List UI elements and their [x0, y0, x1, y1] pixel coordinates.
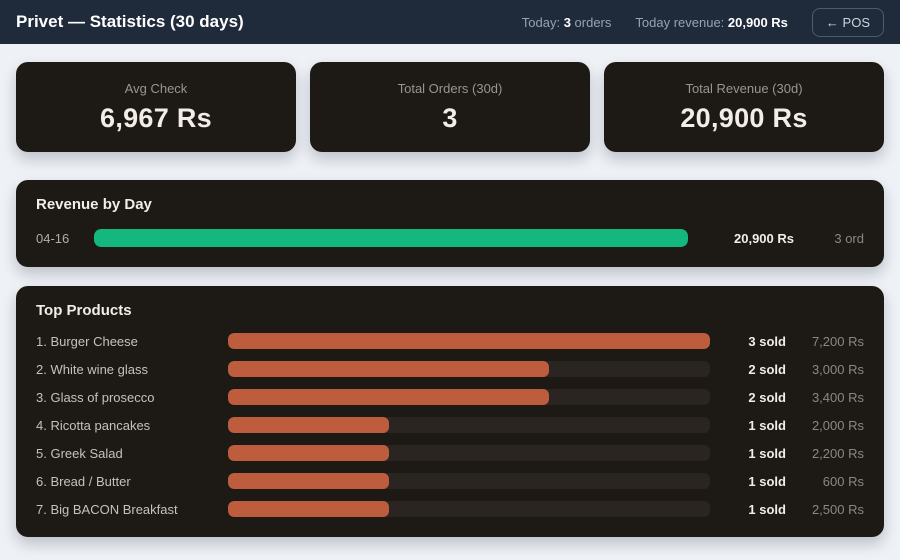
stat-card-avg-check: Avg Check 6,967 Rs	[16, 62, 296, 152]
stat-card-total-orders: Total Orders (30d) 3	[310, 62, 590, 152]
product-bar-track	[228, 333, 710, 349]
today-orders-label: Today:	[521, 14, 561, 30]
stat-card-total-revenue: Total Revenue (30d) 20,900 Rs	[604, 62, 884, 152]
product-bar-fill	[228, 417, 389, 433]
product-row-name: 7. Big BACON Breakfast	[36, 501, 178, 517]
revenue-row-date: 04-16	[36, 230, 70, 246]
top-bar: Privet — Statistics (30 days) Today: 3 o…	[0, 0, 900, 44]
product-row-revenue: 600 Rs	[822, 473, 864, 489]
today-orders-value: 3	[563, 14, 571, 30]
revenue-bar-track	[94, 229, 688, 247]
product-row-revenue: 3,000 Rs	[811, 361, 864, 377]
stat-card-value: 20,900 Rs	[680, 102, 808, 133]
product-bar-fill	[228, 361, 550, 377]
product-row-sold: 3 sold	[748, 333, 786, 349]
stat-card-label: Total Revenue (30d)	[685, 80, 803, 96]
revenue-day-row: 04-16 20,900 Rs 3 ord	[36, 229, 864, 247]
product-bar-fill	[228, 389, 550, 405]
product-bar-fill	[228, 473, 389, 489]
product-row: 5. Greek Salad 1 sold 2,200 Rs	[36, 445, 864, 461]
product-rows: 1. Burger Cheese 3 sold 7,200 Rs 2. Whit…	[36, 333, 864, 517]
product-row: 3. Glass of prosecco 2 sold 3,400 Rs	[36, 389, 864, 405]
today-orders-stat: Today: 3 orders	[522, 15, 612, 30]
product-row-revenue: 2,000 Rs	[811, 417, 864, 433]
product-bar-fill	[228, 333, 710, 349]
today-revenue-value: 20,900 Rs	[727, 14, 788, 30]
product-row-sold: 2 sold	[748, 389, 786, 405]
product-row: 4. Ricotta pancakes 1 sold 2,000 Rs	[36, 417, 864, 433]
today-revenue-label: Today revenue:	[635, 14, 725, 30]
product-row-sold: 1 sold	[748, 501, 786, 517]
revenue-by-day-panel: Revenue by Day 04-16 20,900 Rs 3 ord	[16, 180, 884, 267]
product-row: 7. Big BACON Breakfast 1 sold 2,500 Rs	[36, 501, 864, 517]
product-row-revenue: 7,200 Rs	[811, 333, 864, 349]
product-row-name: 2. White wine glass	[36, 361, 148, 377]
product-row-revenue: 3,400 Rs	[811, 389, 864, 405]
product-row-name: 1. Burger Cheese	[36, 333, 138, 349]
product-row-name: 5. Greek Salad	[36, 445, 123, 461]
product-row-revenue: 2,500 Rs	[811, 501, 864, 517]
stat-card-label: Total Orders (30d)	[397, 80, 503, 96]
stat-cards-row: Avg Check 6,967 Rs Total Orders (30d) 3 …	[16, 62, 884, 152]
product-row: 1. Burger Cheese 3 sold 7,200 Rs	[36, 333, 864, 349]
top-products-title: Top Products	[36, 302, 132, 319]
revenue-by-day-title: Revenue by Day	[36, 196, 152, 213]
product-bar-fill	[228, 501, 389, 517]
product-bar-track	[228, 361, 710, 377]
page-title: Privet — Statistics (30 days)	[16, 12, 244, 31]
product-bar-track	[228, 473, 710, 489]
main-content: Avg Check 6,967 Rs Total Orders (30d) 3 …	[0, 44, 900, 537]
product-row-sold: 1 sold	[748, 445, 786, 461]
product-bar-track	[228, 389, 710, 405]
product-row-name: 6. Bread / Butter	[36, 473, 131, 489]
revenue-bar-fill	[94, 229, 688, 247]
product-row-name: 3. Glass of prosecco	[36, 389, 155, 405]
product-row-sold: 1 sold	[748, 417, 786, 433]
stat-card-value: 6,967 Rs	[100, 102, 212, 133]
product-row-name: 4. Ricotta pancakes	[36, 417, 151, 433]
revenue-rows: 04-16 20,900 Rs 3 ord	[36, 229, 864, 247]
stat-card-value: 3	[442, 102, 458, 133]
today-orders-suffix: orders	[570, 14, 612, 30]
back-to-pos-button[interactable]: ← POS	[811, 7, 884, 37]
stat-card-label: Avg Check	[124, 80, 188, 96]
topbar-right-group: Today: 3 orders Today revenue: 20,900 Rs…	[522, 7, 884, 37]
product-row-revenue: 2,200 Rs	[811, 445, 864, 461]
product-bar-track	[228, 445, 710, 461]
product-bar-track	[228, 417, 710, 433]
revenue-row-orders: 3 ord	[834, 230, 864, 246]
product-row: 2. White wine glass 2 sold 3,000 Rs	[36, 361, 864, 377]
product-row: 6. Bread / Butter 1 sold 600 Rs	[36, 473, 864, 489]
top-products-panel: Top Products 1. Burger Cheese 3 sold 7,2…	[16, 286, 884, 537]
product-bar-fill	[228, 445, 389, 461]
product-row-sold: 2 sold	[748, 361, 786, 377]
today-revenue-stat: Today revenue: 20,900 Rs	[635, 15, 788, 30]
product-row-sold: 1 sold	[748, 473, 786, 489]
product-bar-track	[228, 501, 710, 517]
revenue-row-amount: 20,900 Rs	[734, 230, 794, 246]
